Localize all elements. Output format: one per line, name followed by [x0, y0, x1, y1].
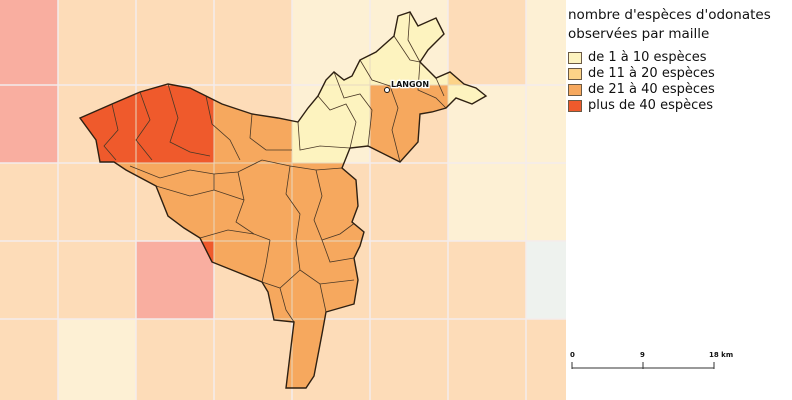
grid-cell — [448, 163, 526, 241]
grid-cell — [370, 241, 448, 319]
grid-cell — [526, 85, 566, 163]
grid-cell — [370, 319, 448, 400]
legend-title-line1: nombre d'espèces d'odonates — [568, 7, 771, 23]
town-label: LANGON — [391, 80, 429, 89]
scale-tick-label: 18 km — [709, 351, 733, 359]
grid-cell — [0, 85, 58, 163]
legend-swatch — [568, 84, 582, 96]
grid-cell — [58, 0, 136, 85]
map-legend: nombre d'espèces d'odonates observées pa… — [568, 6, 790, 114]
grid-cell — [214, 0, 292, 85]
legend-label: de 11 à 20 espèces — [588, 66, 715, 81]
grid-cell — [0, 0, 58, 85]
grid-cell — [58, 241, 136, 319]
legend-swatch — [568, 68, 582, 80]
grid-cell — [448, 0, 526, 85]
scale-bar-line — [571, 362, 715, 369]
grid-cell — [370, 163, 448, 241]
legend-title: nombre d'espèces d'odonates observées pa… — [568, 6, 790, 44]
legend-item: de 21 à 40 espèces — [568, 82, 790, 98]
territory-outline — [78, 11, 488, 389]
grid-cell — [526, 0, 566, 85]
grid-cell — [0, 241, 58, 319]
legend-title-line2: observées par maille — [568, 26, 710, 42]
grid-cell — [526, 163, 566, 241]
commune-boundaries — [103, 12, 447, 323]
grid-cell — [214, 319, 292, 400]
odonata-grid-map: LANGON — [0, 0, 566, 400]
scale-bar: 0 9 18 km — [570, 351, 733, 369]
grid-cell — [448, 319, 526, 400]
legend-item: de 1 à 10 espèces — [568, 50, 790, 66]
legend-swatch — [568, 100, 582, 112]
grid-cell — [136, 319, 214, 400]
grid-cell — [526, 241, 566, 319]
scale-tick-label: 0 — [570, 351, 575, 359]
grid-cell — [58, 319, 136, 400]
grid-cell — [58, 163, 136, 241]
grid-cell — [448, 241, 526, 319]
legend-label: de 1 à 10 espèces — [588, 50, 707, 65]
legend-label: de 21 à 40 espèces — [588, 82, 715, 97]
grid-cell — [0, 319, 58, 400]
grid-cell — [136, 241, 214, 319]
grid-cell — [526, 319, 566, 400]
grid-cell — [0, 163, 58, 241]
scale-tick-label: 9 — [640, 351, 645, 359]
legend-item: de 11 à 20 espèces — [568, 66, 790, 82]
legend-swatch — [568, 52, 582, 64]
legend-item: plus de 40 espèces — [568, 98, 790, 114]
grid-cell — [136, 0, 214, 85]
town-marker — [384, 87, 390, 93]
legend-label: plus de 40 espèces — [588, 98, 714, 113]
